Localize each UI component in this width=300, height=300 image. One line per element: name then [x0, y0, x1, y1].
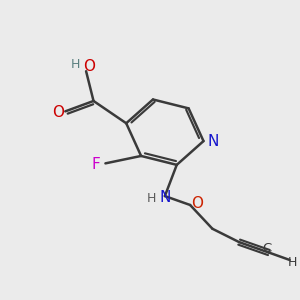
Text: H: H — [71, 58, 80, 71]
Text: H: H — [288, 256, 297, 269]
Text: H: H — [147, 192, 156, 205]
Text: N: N — [207, 134, 219, 148]
Text: F: F — [92, 158, 100, 172]
Text: O: O — [83, 59, 95, 74]
Text: N: N — [159, 190, 170, 205]
Text: C: C — [262, 242, 271, 256]
Text: O: O — [192, 196, 204, 211]
Text: O: O — [52, 105, 64, 120]
